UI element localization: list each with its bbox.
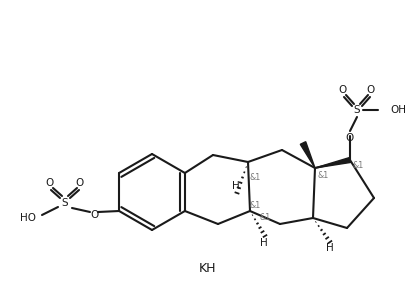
Text: S: S: [62, 198, 68, 208]
Text: O: O: [76, 178, 84, 188]
Text: O: O: [346, 133, 354, 143]
Text: &1: &1: [259, 214, 271, 223]
Text: O: O: [46, 178, 54, 188]
Text: O: O: [339, 85, 347, 95]
Text: &1: &1: [249, 173, 261, 182]
Text: OH: OH: [390, 105, 406, 115]
Text: H: H: [260, 238, 268, 248]
Text: &1: &1: [352, 160, 364, 170]
Text: KH: KH: [199, 262, 217, 275]
Text: &1: &1: [317, 171, 329, 179]
Text: &1: &1: [249, 201, 261, 210]
Text: S: S: [354, 105, 360, 115]
Text: H: H: [232, 181, 240, 191]
Text: O: O: [91, 210, 99, 220]
Text: O: O: [367, 85, 375, 95]
Polygon shape: [300, 142, 315, 168]
Polygon shape: [315, 158, 351, 168]
Text: H: H: [326, 243, 334, 253]
Text: HO: HO: [20, 213, 36, 223]
